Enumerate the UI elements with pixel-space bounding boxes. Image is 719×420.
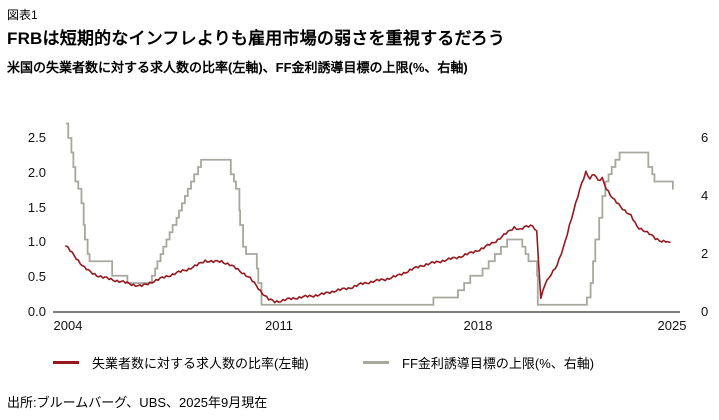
right-axis-tick: 6 xyxy=(701,130,709,145)
left-axis-tick: 0.0 xyxy=(27,304,46,319)
legend-item-openings-ratio: 失業者数に対する求人数の比率(左軸) xyxy=(53,354,309,371)
legend-label-openings-ratio: 失業者数に対する求人数の比率(左軸) xyxy=(92,355,309,371)
legend-swatch-ff-rate xyxy=(363,360,389,364)
left-axis-tick: 2.0 xyxy=(27,165,46,180)
source-note: 出所:ブルームバーグ、UBS、2025年9月現在 xyxy=(7,395,268,410)
left-axis-tick: 1.5 xyxy=(27,200,46,215)
x-axis-tick: 2018 xyxy=(463,318,493,333)
chart-title: FRBは短期的なインフレよりも雇用市場の弱さを重視するだろう xyxy=(7,29,506,48)
legend-swatch-openings-ratio xyxy=(53,360,79,364)
right-axis-tick: 4 xyxy=(701,188,709,203)
figure-number-label: 図表1 xyxy=(7,8,38,22)
right-axis-tick: 2 xyxy=(701,246,709,261)
x-axis-tick: 2011 xyxy=(265,318,293,333)
left-axis-tick: 2.5 xyxy=(27,130,46,145)
legend-label-ff-rate: FF金利誘導目標の上限(%、右軸) xyxy=(402,355,595,371)
series-ff-rate-line xyxy=(66,122,674,306)
legend-item-ff-rate: FF金利誘導目標の上限(%、右軸) xyxy=(363,354,595,371)
x-axis-tick: 2004 xyxy=(53,318,83,333)
left-axis-tick: 0.5 xyxy=(27,269,46,284)
series-openings-ratio-line xyxy=(65,170,671,304)
x-axis-tick: 2025 xyxy=(657,318,687,333)
right-axis-tick: 0 xyxy=(701,304,709,319)
left-axis-tick: 1.0 xyxy=(27,234,46,249)
chart-subtitle: 米国の失業者数に対する求人数の比率(左軸)、FF金利誘導目標の上限(%、右軸) xyxy=(7,60,468,75)
